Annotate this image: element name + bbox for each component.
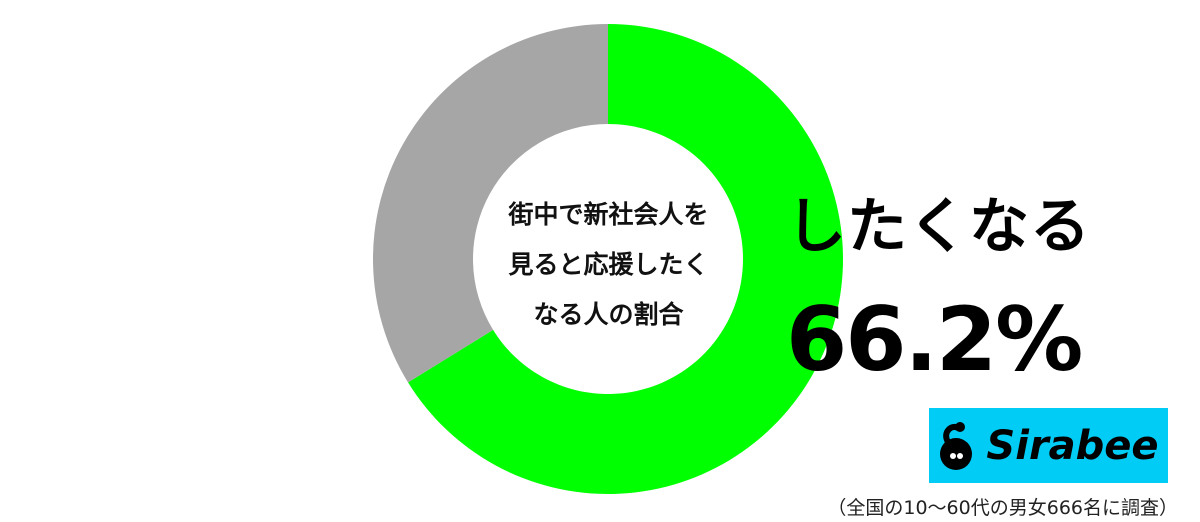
brand-name: Sirabee: [986, 422, 1159, 469]
chart-title-line: 見ると応援したく: [508, 250, 709, 279]
sirabee-mascot-icon: [940, 421, 973, 470]
chart-title-line: 街中で新社会人を: [508, 200, 709, 229]
footnote: （全国の10〜60代の男女666名に調査）: [827, 497, 1178, 519]
highlight-label: したくなる: [786, 192, 1091, 262]
donut-slice-other: [372, 24, 608, 383]
chart-title: 街中で新社会人を 見ると応援したく なる人の割合: [473, 190, 744, 340]
sirabee-logo: Sirabee: [929, 408, 1168, 483]
highlight-value: 66.2%: [786, 288, 1083, 391]
donut-slice-highlight: [408, 24, 844, 495]
chart-title-line: なる人の割合: [533, 300, 684, 329]
